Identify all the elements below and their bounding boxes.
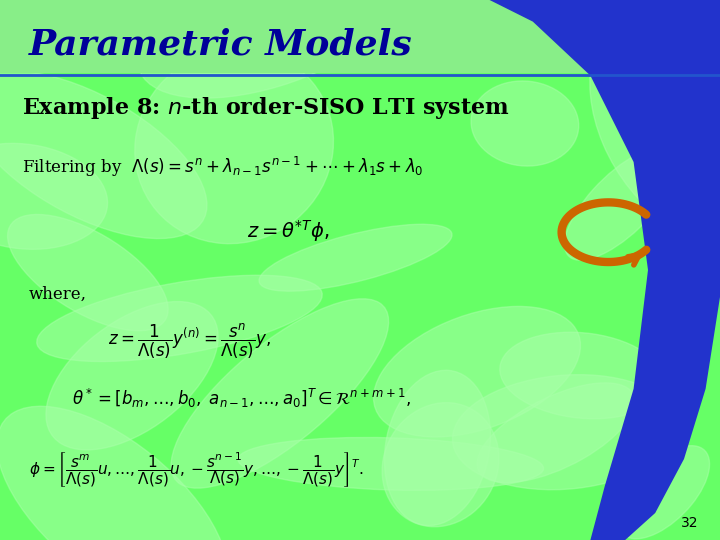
Ellipse shape [0, 406, 228, 540]
Text: $z = \dfrac{1}{\Lambda(s)}y^{(n)} = \dfrac{s^{n}}{\Lambda(s)}y,$: $z = \dfrac{1}{\Lambda(s)}y^{(n)} = \dfr… [108, 322, 271, 361]
Ellipse shape [238, 437, 544, 490]
Text: Filtering by  $\Lambda(s) = s^{n} + \lambda_{n-1}s^{n-1} + \cdots + \lambda_1 s : Filtering by $\Lambda(s) = s^{n} + \lamb… [22, 156, 423, 179]
Ellipse shape [0, 143, 107, 249]
Ellipse shape [171, 299, 389, 488]
Ellipse shape [564, 147, 678, 260]
Ellipse shape [500, 332, 665, 419]
Ellipse shape [384, 370, 490, 525]
Text: where,: where, [29, 286, 87, 303]
Ellipse shape [618, 446, 709, 539]
Ellipse shape [135, 49, 333, 244]
Ellipse shape [590, 0, 720, 246]
Text: $z = \theta^{*T}\phi,$: $z = \theta^{*T}\phi,$ [247, 218, 329, 244]
Ellipse shape [8, 214, 168, 331]
Text: $\theta^* = [b_m,\ldots,b_0,\; a_{n-1},\ldots,a_0]^T \in \mathcal{R}^{n+m+1},$: $\theta^* = [b_m,\ldots,b_0,\; a_{n-1},\… [72, 387, 411, 409]
Polygon shape [490, 0, 720, 540]
Ellipse shape [37, 275, 323, 361]
Ellipse shape [0, 71, 207, 239]
Ellipse shape [259, 224, 452, 291]
Text: Example 8: $\mathit{n}$-th order-SISO LTI system: Example 8: $\mathit{n}$-th order-SISO LT… [22, 95, 510, 121]
Ellipse shape [138, 0, 401, 98]
Ellipse shape [0, 0, 149, 86]
Text: 32: 32 [681, 516, 698, 530]
Text: Parametric Models: Parametric Models [29, 28, 413, 61]
Ellipse shape [471, 81, 579, 166]
Ellipse shape [374, 306, 580, 437]
Ellipse shape [382, 403, 499, 526]
Text: $\phi = \left[\dfrac{s^m}{\Lambda(s)}u,\ldots,\dfrac{1}{\Lambda(s)}u,-\dfrac{s^{: $\phi = \left[\dfrac{s^m}{\Lambda(s)}u,\… [29, 450, 363, 489]
Ellipse shape [477, 383, 635, 483]
FancyBboxPatch shape [0, 0, 720, 73]
Ellipse shape [46, 301, 218, 450]
Ellipse shape [452, 375, 678, 490]
